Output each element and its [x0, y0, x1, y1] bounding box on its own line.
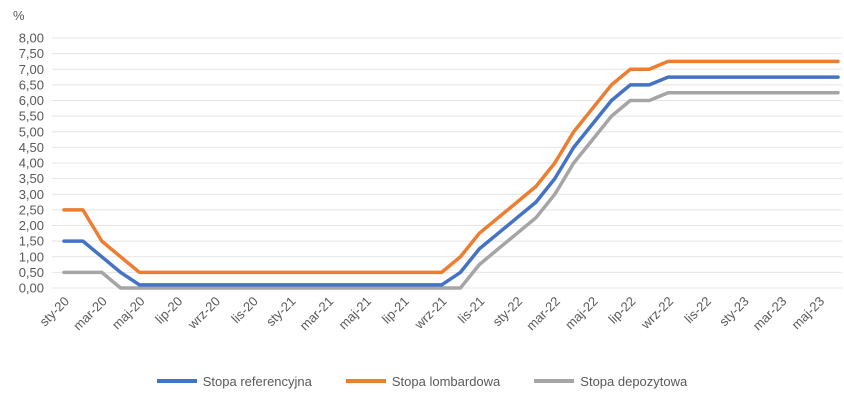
- y-tick-label: 7,00: [19, 62, 44, 77]
- x-tick-label: lip-22: [605, 294, 638, 327]
- x-tick-label: maj-22: [562, 294, 601, 333]
- series-line-1: [62, 75, 840, 287]
- x-tick-label: mar-21: [297, 294, 337, 334]
- legend-item: Stopa lombardowa: [345, 373, 501, 389]
- x-tick-label: mar-20: [70, 294, 110, 334]
- y-tick-label: 6,50: [19, 77, 44, 92]
- line-chart: % 0,000,501,001,502,002,503,003,504,004,…: [13, 8, 842, 334]
- x-tick-label: lip-21: [379, 294, 412, 327]
- y-tick-label: 2,50: [19, 202, 44, 217]
- x-tick-label: lis-21: [455, 294, 488, 327]
- x-tick-label: wrz-22: [637, 294, 676, 333]
- x-tick-label: sty-20: [36, 294, 72, 330]
- legend-label: Stopa depozytowa: [580, 373, 688, 389]
- x-tick-label: maj-21: [335, 294, 374, 333]
- x-tick-label: maj-20: [109, 294, 148, 333]
- y-tick-label: 3,50: [19, 171, 44, 186]
- x-tick-label: lis-22: [681, 294, 714, 327]
- y-unit-label: %: [13, 8, 25, 23]
- legend-swatch: [345, 379, 386, 383]
- x-tick-label: wrz-21: [411, 294, 450, 333]
- legend-swatch: [534, 379, 575, 383]
- series-line-2: [62, 59, 840, 275]
- legend-label: Stopa lombardowa: [391, 373, 501, 389]
- y-tick-label: 0,00: [19, 281, 44, 296]
- y-tick-label: 4,00: [19, 156, 44, 171]
- y-tick-label: 6,00: [19, 93, 44, 108]
- y-tick-label: 7,50: [19, 46, 44, 61]
- y-tick-label: 2,00: [19, 218, 44, 233]
- x-tick-label: sty-21: [263, 294, 299, 330]
- y-axis-ticks: 0,000,501,001,502,002,503,003,504,004,50…: [19, 31, 44, 296]
- y-tick-label: 8,00: [19, 31, 44, 46]
- y-tick-label: 4,50: [19, 140, 44, 155]
- legend-label: Stopa referencyjna: [202, 373, 312, 389]
- series-line-3: [62, 90, 840, 290]
- x-tick-label: lis-20: [228, 294, 261, 327]
- gridlines: [52, 37, 842, 289]
- legend-item: Stopa depozytowa: [534, 374, 687, 389]
- legend-swatch: [156, 379, 197, 383]
- series-lines: [62, 59, 840, 290]
- y-tick-label: 1,00: [19, 249, 44, 264]
- y-tick-label: 3,00: [19, 187, 44, 202]
- x-tick-label: mar-23: [750, 294, 790, 334]
- x-tick-label: sty-23: [716, 294, 752, 330]
- x-tick-label: lip-20: [152, 294, 185, 327]
- legend: Stopa referencyjna Stopa lombardowa Stopa …: [0, 370, 844, 392]
- y-tick-label: 5,00: [19, 124, 44, 139]
- y-tick-label: 1,50: [19, 234, 44, 249]
- x-tick-label: wrz-20: [184, 294, 223, 333]
- x-tick-label: maj-23: [789, 294, 828, 333]
- y-tick-label: 5,50: [19, 109, 44, 124]
- y-tick-label: 0,50: [19, 265, 44, 280]
- legend-item: Stopa referencyjna: [156, 373, 312, 389]
- x-tick-label: sty-22: [490, 294, 526, 330]
- x-tick-label: mar-22: [523, 294, 563, 334]
